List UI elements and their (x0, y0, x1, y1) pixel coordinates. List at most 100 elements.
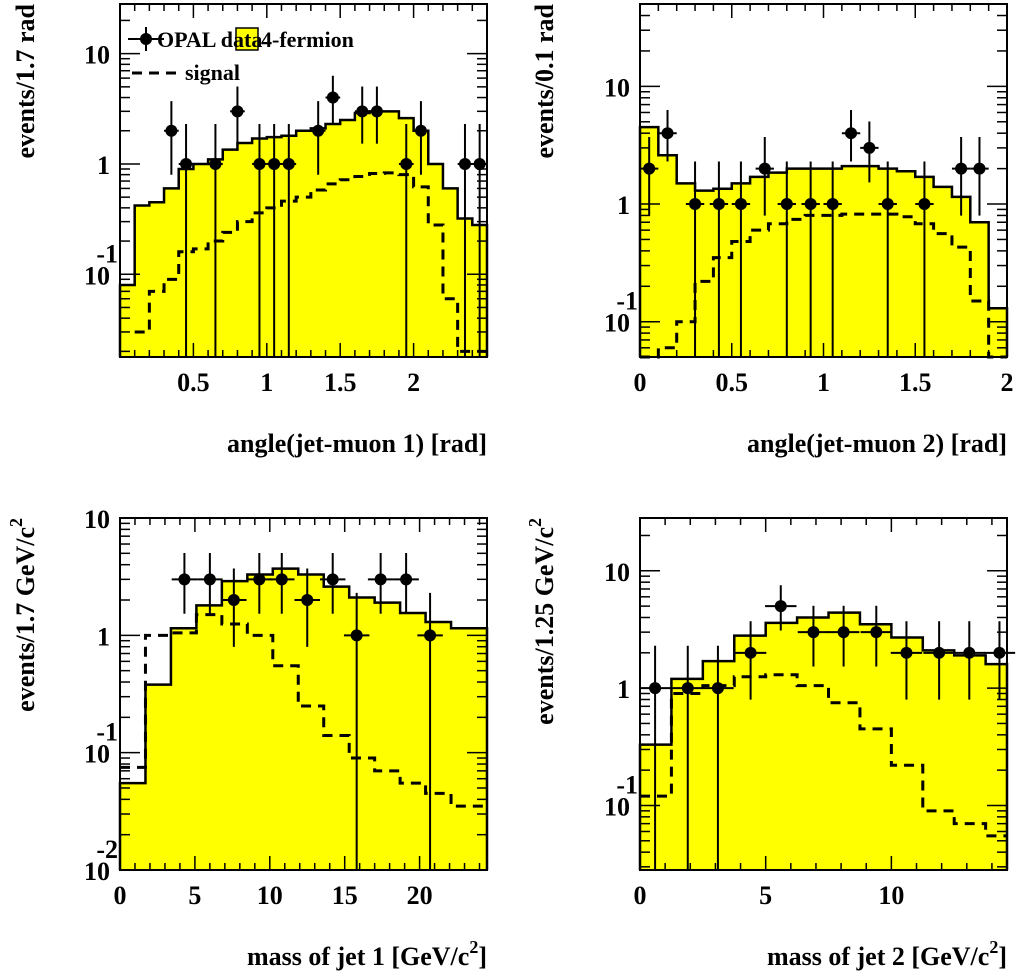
x-tick-label: 0.5 (716, 368, 749, 397)
y-axis-title: events/1.25 GeV/c2 (525, 518, 559, 725)
y-axis-title: events/0.1 rad (530, 3, 559, 158)
data-point (326, 573, 339, 586)
data-point (301, 594, 314, 607)
x-axis-title: mass of jet 2 [GeV/c2] (767, 937, 1007, 971)
data-point (711, 682, 724, 695)
mc-outline (118, 567, 489, 870)
x-tick-label: 2 (407, 368, 420, 397)
mc-fill-area (640, 612, 1007, 870)
y-tick-label: 10 (84, 41, 110, 70)
data-point (203, 573, 216, 586)
mc-fill-area (120, 111, 487, 358)
data-point (227, 594, 240, 607)
data-point (414, 124, 427, 137)
data-point (374, 573, 387, 586)
x-tick-label: 0 (634, 881, 647, 910)
legend: 4-fermion OPAL data signal (128, 27, 354, 85)
data-point (312, 124, 325, 137)
data-point (370, 105, 383, 118)
signal-line (640, 673, 1007, 838)
legend-mc-label: 4-fermion (261, 27, 354, 52)
data-point (689, 198, 702, 211)
data-point (837, 626, 850, 639)
x-tick-label: 0 (114, 881, 127, 910)
legend-data-label: OPAL data (157, 27, 262, 52)
y-tick-label: 10 (604, 558, 630, 587)
data-point (973, 162, 986, 175)
data-point (400, 573, 413, 586)
data-point (350, 629, 363, 642)
data-point (774, 600, 787, 613)
y-tick-exponent: -1 (616, 770, 638, 799)
y-axis-title: events/1.7 rad (11, 3, 40, 158)
y-tick-label: 10 (84, 261, 110, 290)
data-point (955, 162, 968, 175)
mc-outline (118, 110, 489, 357)
data-point (758, 162, 771, 175)
y-tick-exponent: -1 (96, 239, 118, 268)
data-point (933, 646, 946, 659)
data-point (178, 573, 191, 586)
y-tick-label: 1 (617, 675, 630, 704)
data-point (424, 629, 437, 642)
data-point (744, 646, 757, 659)
y-tick-label: 10 (604, 309, 630, 338)
signal-line (640, 212, 1007, 359)
x-tick-label: 2 (1001, 368, 1014, 397)
data-point (881, 198, 894, 211)
y-tick-label: 10 (84, 857, 110, 886)
data-point (282, 157, 295, 170)
data-point (734, 198, 747, 211)
x-tick-label: 5 (759, 881, 772, 910)
data-point (356, 105, 369, 118)
y-tick-exponent: -1 (616, 287, 638, 316)
data-point (275, 573, 288, 586)
signal-line (134, 171, 487, 353)
x-tick-label: 1 (817, 368, 830, 397)
x-axis-title: mass of jet 1 [GeV/c2] (247, 937, 487, 971)
y-axis-title-sup: 2 (525, 518, 545, 527)
x-tick-label: 20 (407, 881, 433, 910)
y-tick-label: 10 (84, 740, 110, 769)
legend-signal-label: signal (185, 60, 240, 85)
data-point (165, 124, 178, 137)
data-point (807, 626, 820, 639)
x-axis-title-tail: ] (998, 942, 1007, 971)
data-point (712, 198, 725, 211)
x-tick-label: 10 (257, 881, 283, 910)
y-axis-title: events/1.7 GeV/c2 (6, 518, 40, 712)
data-point (231, 105, 244, 118)
mc-outline (638, 611, 1009, 870)
x-axis-title: angle(jet-muon 1) [rad] (227, 429, 487, 458)
x-tick-label: 10 (878, 881, 904, 910)
y-tick-label: 10 (84, 505, 110, 534)
x-tick-label: 0.5 (177, 368, 210, 397)
legend-mc-swatch (235, 27, 259, 51)
data-point (870, 626, 883, 639)
y-tick-exponent: -1 (96, 718, 118, 747)
data-point (661, 127, 674, 140)
x-tick-label: 5 (188, 881, 201, 910)
x-tick-label: 1.5 (324, 368, 357, 397)
data-point (963, 646, 976, 659)
signal-line (120, 613, 487, 808)
y-tick-label: 1 (617, 191, 630, 220)
y-axis-title-sup: 2 (6, 518, 26, 527)
mc-fill-area (120, 568, 487, 870)
plot-frame (119, 517, 488, 871)
data-point (804, 198, 817, 211)
x-tick-label: 1.5 (899, 368, 932, 397)
x-axis-title-tail: ] (478, 942, 487, 971)
data-point (209, 157, 222, 170)
data-point (918, 198, 931, 211)
x-axis-title-sup: 2 (989, 937, 998, 957)
data-point (458, 157, 471, 170)
y-tick-exponent: -2 (96, 835, 118, 864)
x-axis-title-sup: 2 (469, 937, 478, 957)
data-point (780, 198, 793, 211)
y-tick-label: 10 (604, 792, 630, 821)
